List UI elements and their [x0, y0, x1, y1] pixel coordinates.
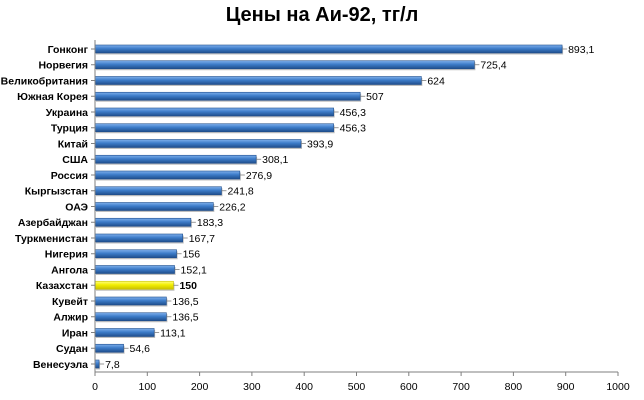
x-tick-label: 500 — [348, 381, 366, 393]
bar — [94, 60, 475, 70]
bar — [94, 233, 184, 243]
category-label: США — [62, 154, 88, 166]
chart-title: Цены на Аи-92, тг/л — [225, 4, 419, 26]
x-tick-label: 400 — [295, 381, 313, 393]
value-label: 136,5 — [172, 296, 198, 308]
category-label: ОАЭ — [65, 201, 88, 213]
value-label: 226,2 — [219, 201, 245, 213]
bar — [94, 123, 334, 133]
category-label: Китай — [58, 138, 88, 150]
bars-layer — [94, 44, 564, 370]
value-label: 150 — [179, 280, 197, 292]
bar — [94, 186, 222, 196]
bar — [94, 170, 241, 180]
bar — [94, 202, 214, 211]
x-tick-label: 600 — [400, 381, 418, 393]
category-label: Нигерия — [45, 249, 88, 261]
bar — [94, 312, 167, 322]
value-label: 54,6 — [130, 343, 151, 355]
bar — [94, 343, 124, 353]
category-label: Туркменистан — [15, 233, 88, 245]
axis-layer: 0 100 200 300 400 500 600 700 800 900 1000 Гонконг 8… — [1, 40, 630, 393]
x-tick-label: 0 — [92, 381, 98, 393]
value-label: 113,1 — [160, 327, 186, 339]
value-label: 167,7 — [189, 233, 215, 245]
category-label: Азербайджан — [18, 217, 88, 229]
category-label: Венесуэла — [33, 359, 88, 371]
category-label: Иран — [62, 327, 88, 339]
value-label: 725,4 — [480, 60, 506, 72]
value-label: 393,9 — [307, 138, 333, 150]
value-label: 136,5 — [172, 312, 198, 324]
value-label: 156 — [183, 249, 201, 261]
bar — [94, 154, 257, 164]
category-label: Украина — [46, 107, 88, 119]
x-tick-label: 900 — [557, 381, 575, 393]
x-tick-label: 1000 — [606, 381, 630, 393]
bar — [94, 139, 302, 148]
value-label: 456,3 — [340, 107, 366, 119]
category-label: Кыргызстан — [25, 186, 88, 198]
category-label: Ангола — [51, 264, 88, 276]
category-label: Южная Корея — [17, 91, 88, 103]
x-tick-label: 200 — [191, 381, 209, 393]
value-label: 276,9 — [246, 170, 272, 182]
bar — [94, 328, 155, 337]
category-label: Гонконг — [48, 44, 89, 56]
bar — [94, 44, 563, 54]
value-label: 624 — [427, 75, 445, 87]
category-label: Судан — [56, 343, 88, 355]
x-tick-label: 100 — [139, 381, 157, 393]
category-label: Казахстан — [36, 280, 88, 292]
bar-highlight — [94, 280, 174, 290]
bar — [94, 217, 192, 227]
category-label: Турция — [51, 123, 88, 135]
x-tick-label: 300 — [243, 381, 261, 393]
bar — [94, 359, 100, 369]
x-tick-label: 800 — [505, 381, 523, 393]
bar — [94, 265, 175, 274]
value-label: 507 — [366, 91, 384, 103]
bar — [94, 249, 177, 259]
category-label: Кувейт — [52, 296, 88, 308]
value-label: 152,1 — [181, 264, 207, 276]
bar — [94, 296, 167, 306]
value-label: 893,1 — [568, 44, 594, 56]
value-label: 308,1 — [262, 154, 288, 166]
x-tick-label: 700 — [452, 381, 470, 393]
category-label: Великобритания — [1, 75, 88, 87]
value-label: 241,8 — [227, 186, 253, 198]
bar — [94, 107, 334, 117]
bar — [94, 91, 361, 101]
value-label: 456,3 — [340, 123, 366, 135]
category-label: Алжир — [53, 312, 88, 324]
value-label: 7,8 — [105, 359, 120, 371]
bar — [94, 76, 422, 85]
category-label: Норвегия — [38, 60, 88, 72]
category-label: Россия — [51, 170, 88, 182]
value-label: 183,3 — [197, 217, 223, 229]
